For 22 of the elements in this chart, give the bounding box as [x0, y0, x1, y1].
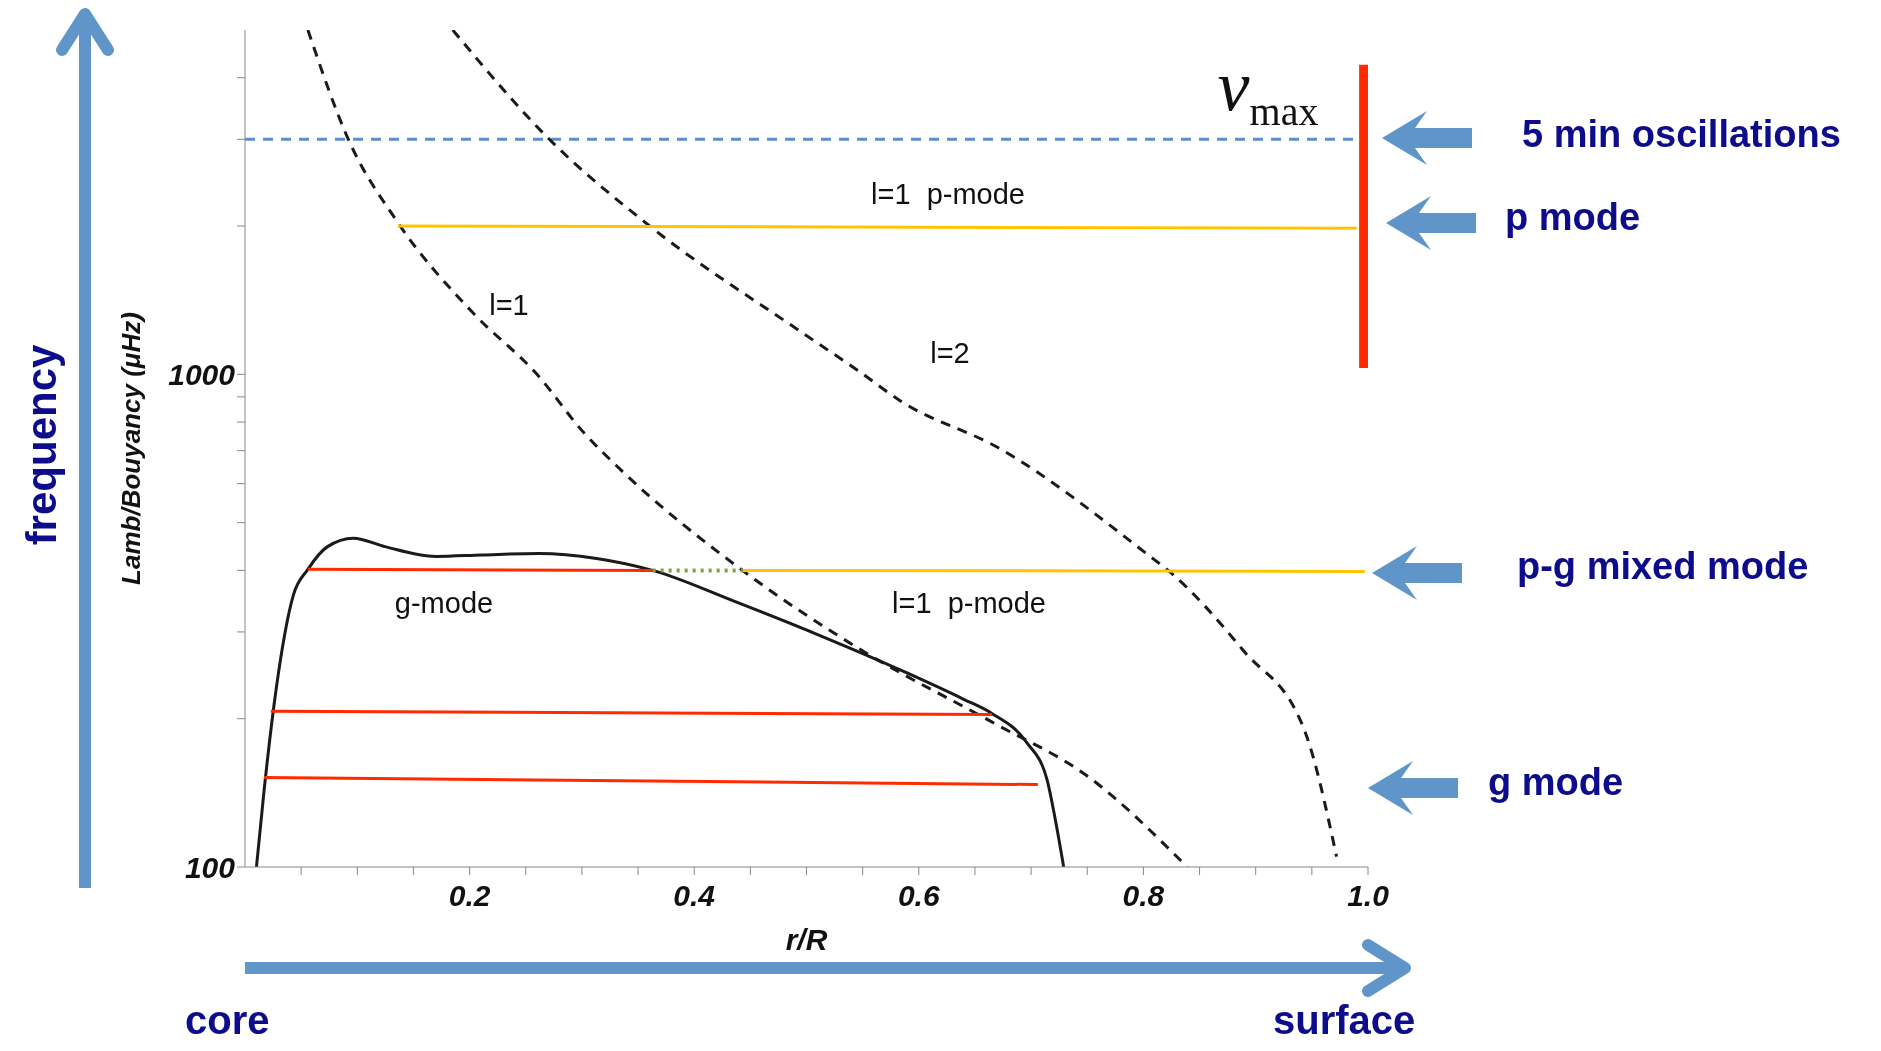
- y-axis-title: Lamb/Bouyancy (μHz): [116, 312, 146, 585]
- text: p-g mixed mode: [1517, 545, 1809, 587]
- text: surface: [1273, 998, 1416, 1042]
- x-tick-label: 1.0: [1347, 879, 1390, 913]
- annotation: l=1: [489, 288, 529, 322]
- x-tick-label: 0.4: [673, 879, 716, 913]
- annotation: ν$_{max}$: [1217, 44, 1319, 136]
- text: 5 min oscillations: [1522, 113, 1841, 155]
- x-tick-label: 0.8: [1122, 879, 1165, 913]
- text: frequency: [18, 344, 65, 546]
- x-tick-label: 0.2: [448, 879, 491, 913]
- annotation: l=1 p-mode: [892, 586, 1046, 620]
- annotation: l=2: [930, 336, 970, 370]
- x-axis-title: r/R: [785, 923, 828, 957]
- text: core: [185, 998, 270, 1042]
- x-tick-label: 0.6: [897, 879, 940, 913]
- text: p mode: [1505, 196, 1641, 238]
- annotation: g-mode: [394, 586, 494, 620]
- annotation: l=1 p-mode: [871, 177, 1025, 211]
- text: g mode: [1488, 761, 1624, 803]
- y-tick-label: 1000: [168, 358, 236, 391]
- y-tick-label: 100: [184, 850, 236, 884]
